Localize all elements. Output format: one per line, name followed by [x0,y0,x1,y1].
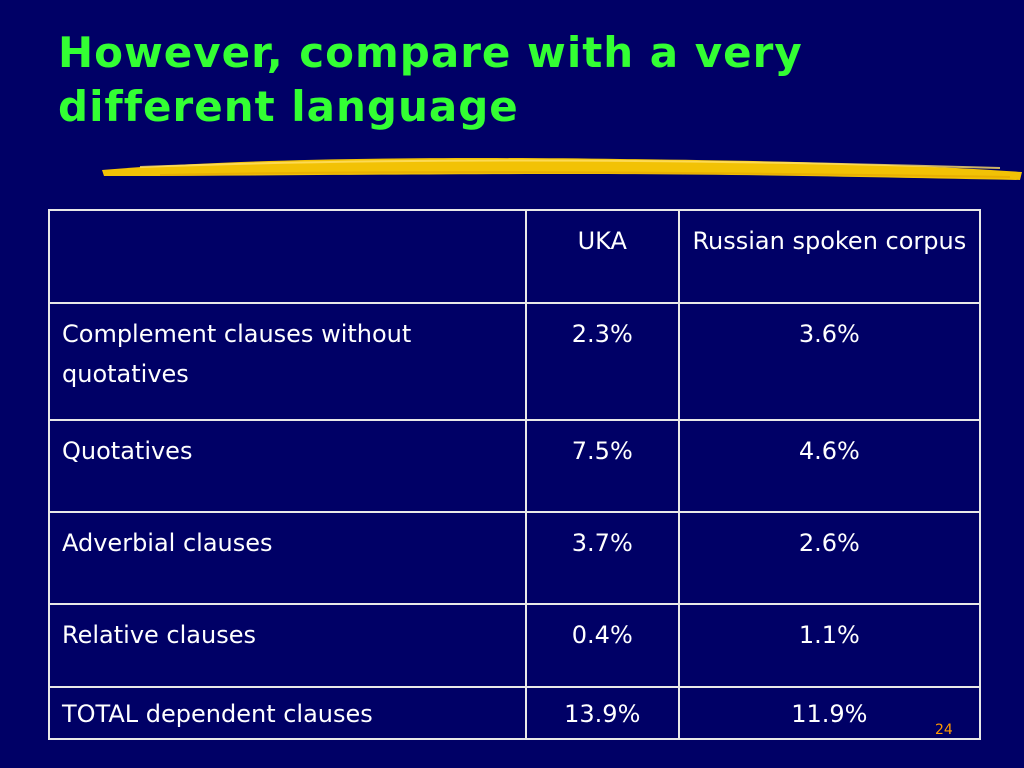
page-number: 24 [935,722,953,738]
comparison-table: UKA Russian spoken corpus Complement cla… [48,209,982,740]
row-label: Adverbial clauses [48,511,527,605]
uka-value: 7.5% [524,419,680,513]
row-label: Complement clauses without quotatives [48,302,527,421]
russian-value: 11.9% [677,686,982,740]
table-row-total: TOTAL dependent clauses 13.9% 11.9% [48,686,982,740]
table-row: Complement clauses without quotatives 2.… [48,302,982,421]
russian-value: 4.6% [677,419,982,513]
uka-value: 13.9% [524,686,680,740]
header-cell-russian-spoken-corpus: Russian spoken corpus [677,209,982,304]
row-label: Relative clauses [48,603,527,688]
uka-value: 0.4% [524,603,680,688]
table-row: Quotatives 7.5% 4.6% [48,419,982,513]
russian-value: 3.6% [677,302,982,421]
slide-title-line-1: However, compare with a very [58,28,803,77]
table-row: Adverbial clauses 3.7% 2.6% [48,511,982,605]
uka-value: 3.7% [524,511,680,605]
slide-title: However, compare with a very different l… [58,26,998,134]
russian-value: 2.6% [677,511,982,605]
table-row: Relative clauses 0.4% 1.1% [48,603,982,688]
header-cell-uka: UKA [524,209,680,304]
uka-value: 2.3% [524,302,680,421]
highlighter-stroke-decoration [102,158,1022,180]
table-header-row: UKA Russian spoken corpus [48,209,982,304]
header-cell-empty [48,209,527,304]
row-label: TOTAL dependent clauses [48,686,527,740]
row-label: Quotatives [48,419,527,513]
russian-value: 1.1% [677,603,982,688]
slide-title-line-2: different language [58,82,519,131]
